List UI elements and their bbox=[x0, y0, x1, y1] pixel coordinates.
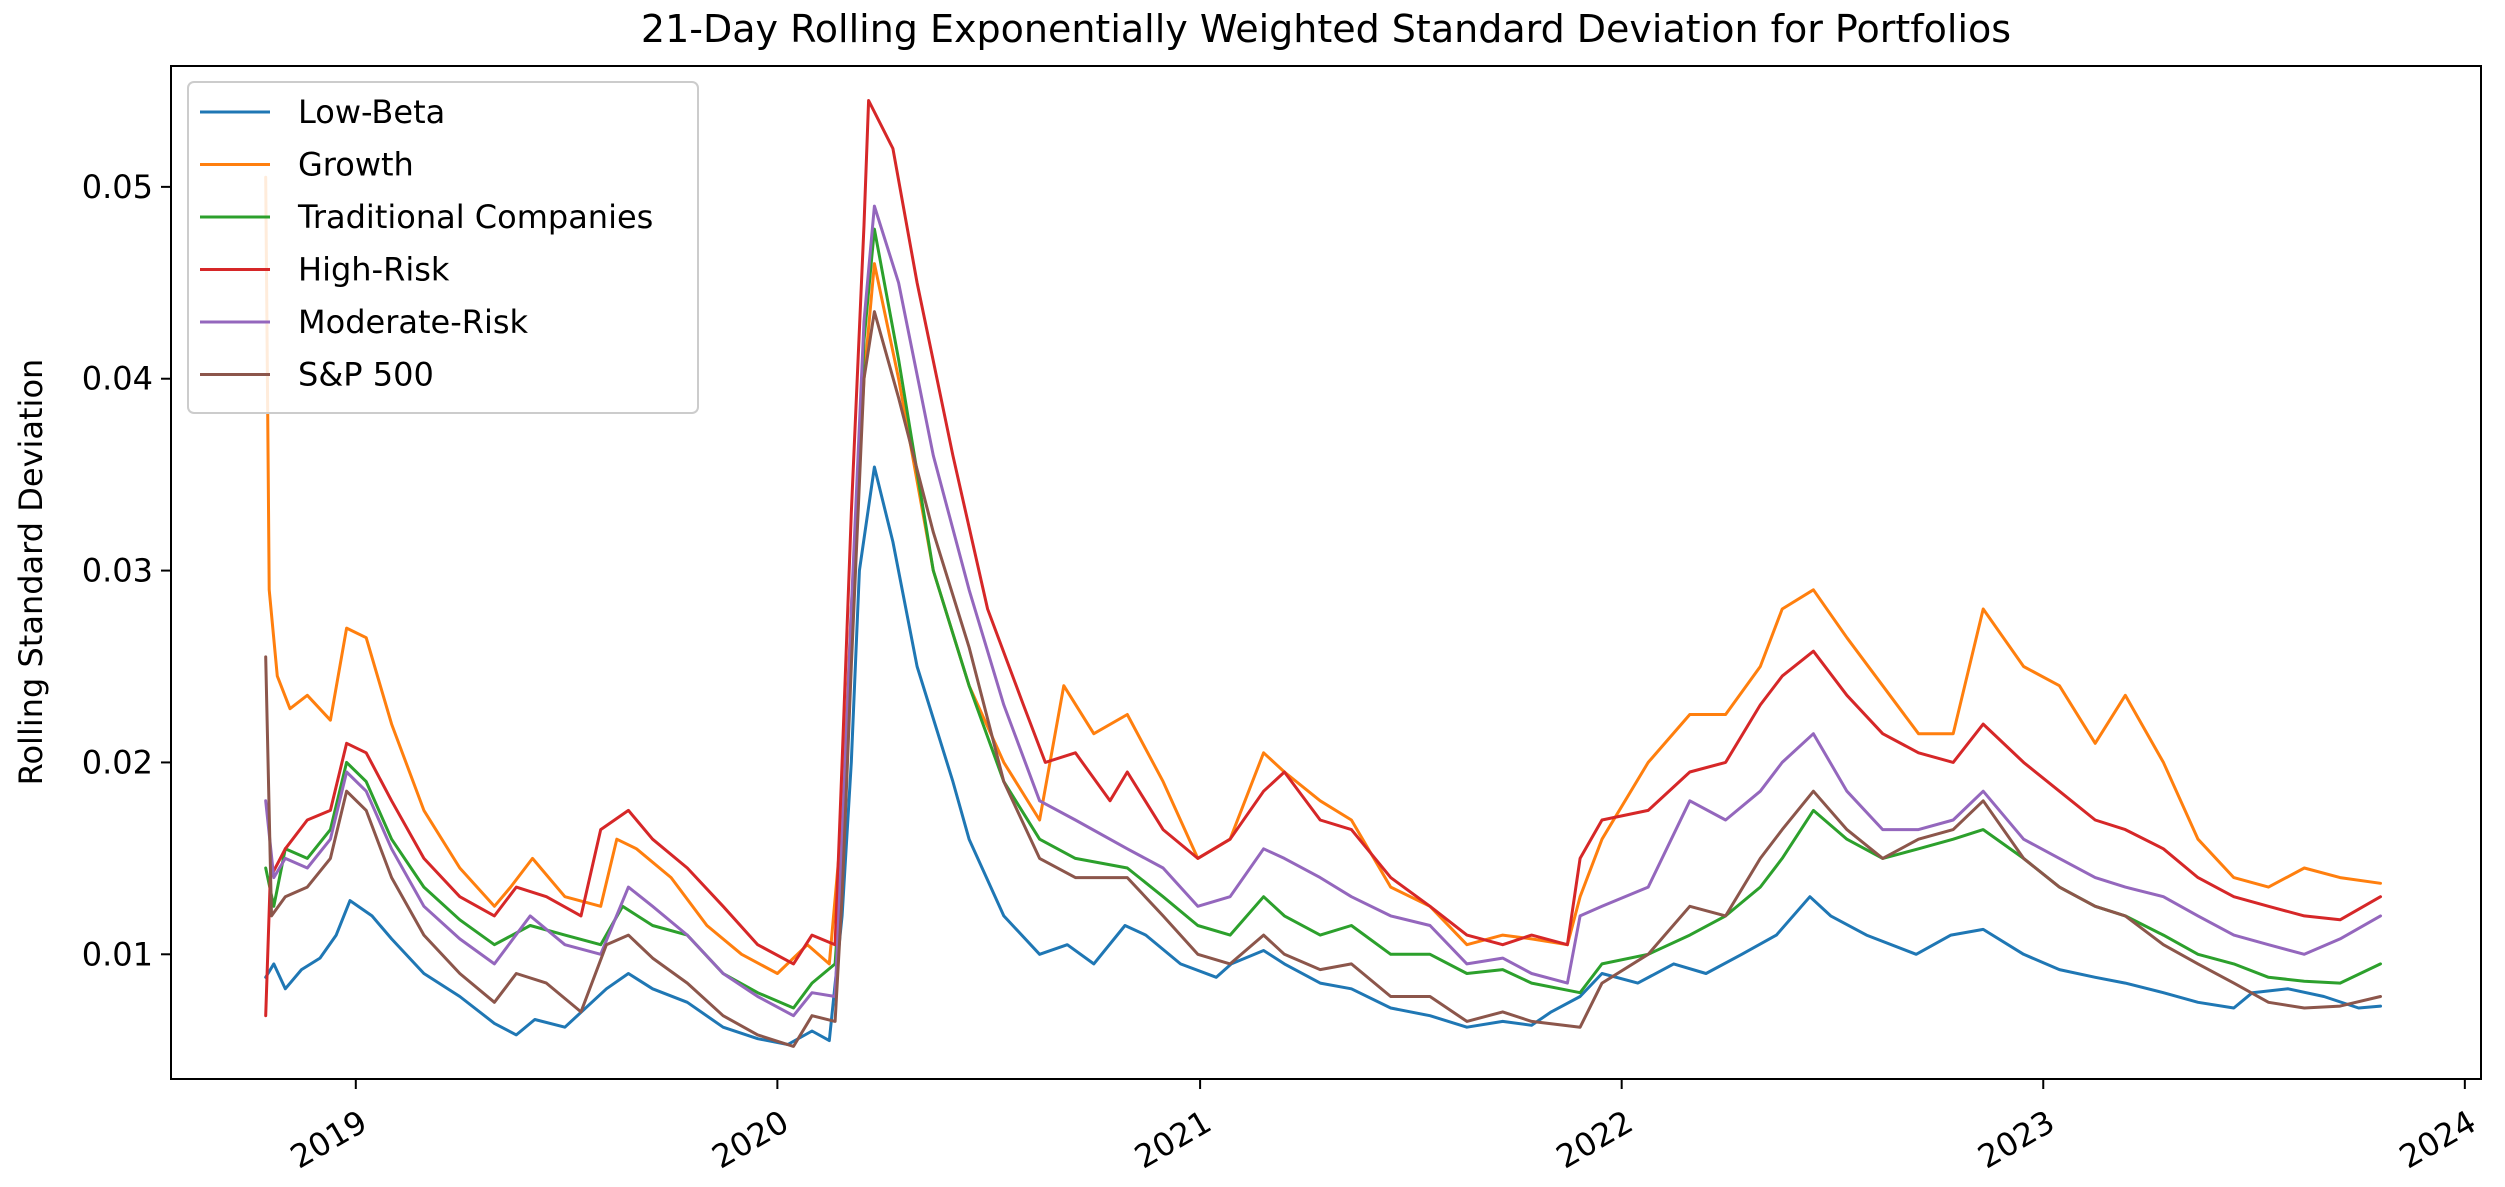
legend-box bbox=[187, 81, 699, 414]
series-line-traditional-companies bbox=[264, 227, 2382, 1010]
y-tick-label: 0.01 bbox=[82, 935, 153, 973]
plot-frame bbox=[170, 65, 2482, 1080]
series-line-low-beta bbox=[264, 465, 2382, 1046]
series-line-growth bbox=[264, 175, 2382, 975]
series-layer bbox=[264, 99, 2382, 1048]
legend-label: Low-Beta bbox=[298, 93, 445, 131]
y-axis-title: Rolling Standard Deviation bbox=[12, 359, 50, 786]
y-tick-label: 0.05 bbox=[82, 168, 153, 206]
series-line-s-p-500 bbox=[264, 310, 2382, 1048]
chart-title: 21-Day Rolling Exponentially Weighted St… bbox=[641, 7, 2011, 51]
legend-label: Moderate-Risk bbox=[298, 303, 529, 341]
legend-label: Traditional Companies bbox=[297, 198, 653, 236]
y-tick-label: 0.04 bbox=[82, 360, 153, 398]
legend-label: High-Risk bbox=[298, 251, 450, 289]
y-tick-label: 0.03 bbox=[82, 552, 153, 590]
y-axis-title-group: Rolling Standard Deviation bbox=[12, 359, 50, 786]
y-tick-label: 0.02 bbox=[82, 743, 153, 781]
series-line-moderate-risk bbox=[264, 204, 2382, 1018]
legend-label: Growth bbox=[298, 146, 414, 184]
y-axis: 0.01 0.02 0.03 0.04 0.05 bbox=[82, 168, 171, 973]
legend: Low-Beta Growth Traditional Companies High-… bbox=[187, 81, 699, 414]
series-line-high-risk bbox=[264, 99, 2382, 1018]
legend-label: S&P 500 bbox=[298, 356, 434, 394]
